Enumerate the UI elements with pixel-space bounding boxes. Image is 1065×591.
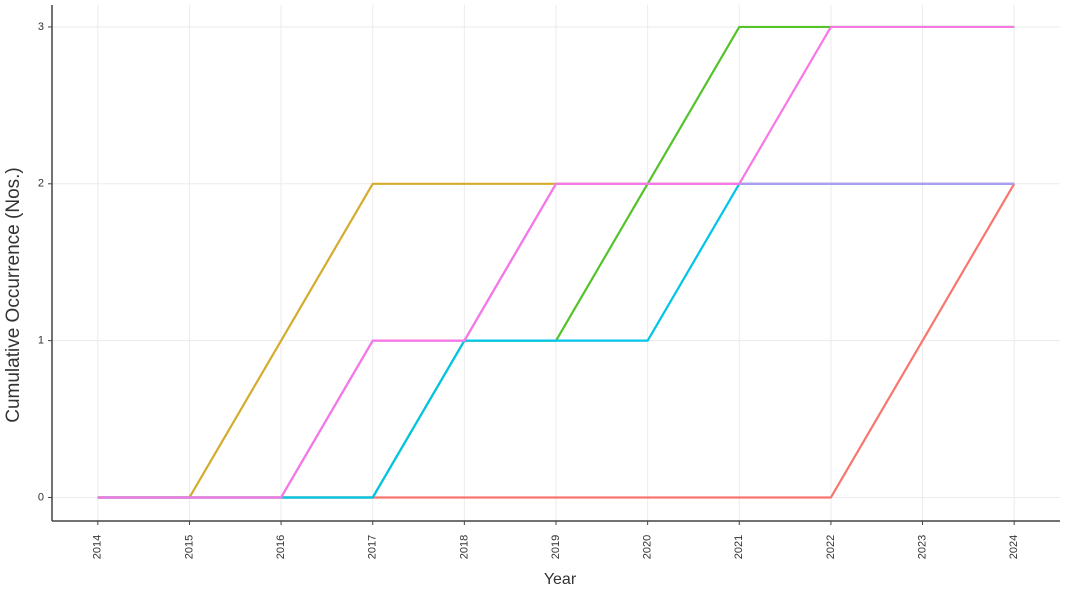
y-axis-title: Cumulative Occurrence (Nos.) [3,167,24,423]
y-tick-label: 0 [38,491,44,503]
x-tick-label: 2021 [733,535,745,559]
y-tick-label: 2 [38,178,44,190]
x-tick-label: 2017 [367,535,379,559]
x-tick-label: 2014 [92,535,104,559]
x-tick-label: 2019 [550,535,562,559]
x-tick-label: 2018 [458,535,470,559]
x-axis-title: Year [544,571,577,588]
y-tick-label: 3 [38,21,44,33]
x-tick-label: 2016 [275,535,287,559]
x-tick-label: 2020 [642,535,654,559]
series-line [97,25,1015,499]
x-tick-label: 2015 [183,535,195,559]
x-tick-label: 2023 [916,535,928,559]
x-tick-label: 2024 [1008,535,1020,559]
y-tick-label: 1 [38,335,44,347]
x-tick-label: 2022 [825,535,837,559]
